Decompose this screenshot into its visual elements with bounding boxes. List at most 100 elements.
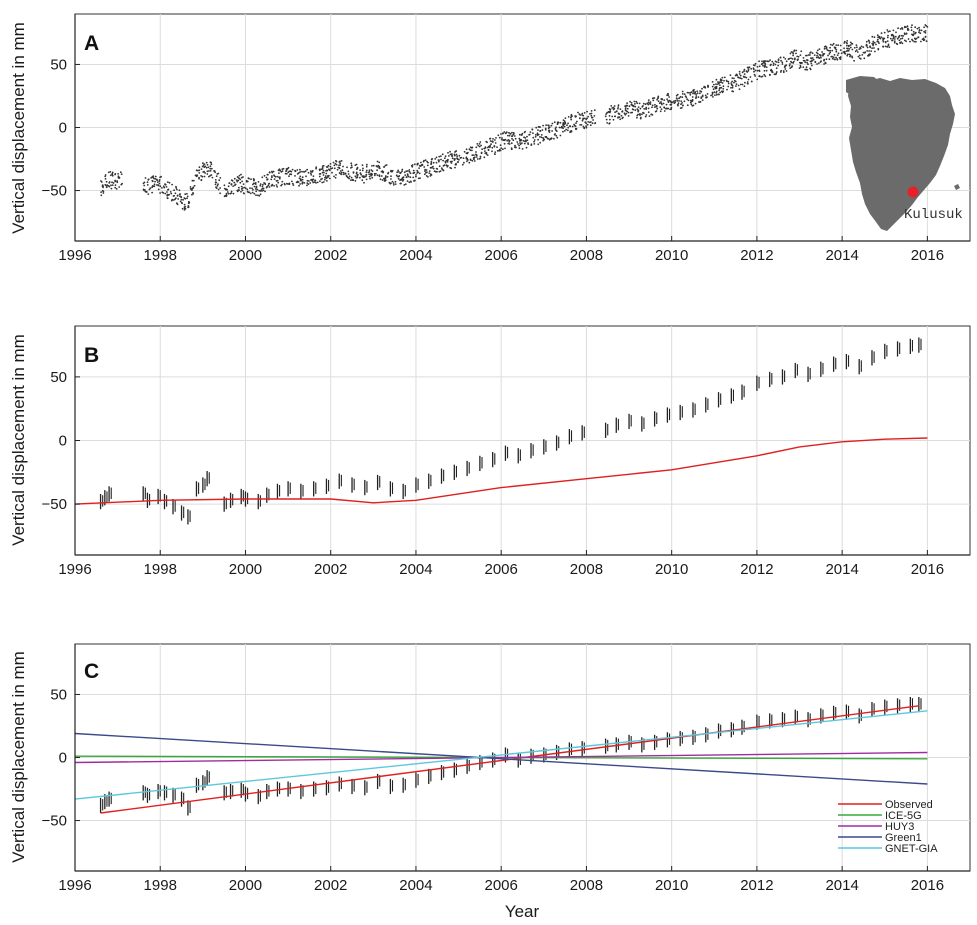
data-point [849, 46, 852, 49]
data-point [866, 50, 869, 52]
data-point [299, 175, 302, 178]
data-point [809, 68, 812, 71]
data-point [237, 189, 240, 191]
data-point [547, 127, 550, 130]
data-point [554, 133, 556, 135]
data-point [169, 191, 172, 193]
data-point [391, 169, 394, 172]
data-point [497, 134, 500, 137]
data-point [158, 182, 161, 185]
data-point [424, 159, 427, 162]
data-point [518, 147, 521, 150]
data-point [416, 169, 419, 172]
data-point [149, 187, 152, 190]
data-point [913, 37, 916, 40]
data-point [747, 78, 750, 81]
data-point [910, 26, 913, 29]
data-point [112, 182, 115, 184]
data-point [877, 40, 880, 43]
data-point [663, 106, 665, 108]
data-point [388, 181, 391, 184]
data-point [834, 46, 837, 49]
data-point [871, 42, 874, 45]
data-point [514, 144, 516, 147]
data-point [376, 160, 379, 163]
data-point [176, 188, 178, 191]
data-point [604, 115, 607, 118]
data-point [242, 192, 245, 195]
data-point [775, 72, 778, 75]
data-point [233, 181, 236, 184]
data-point [683, 100, 686, 103]
data-point [530, 144, 533, 147]
data-point [703, 85, 706, 88]
data-point [715, 94, 718, 96]
data-point [619, 108, 622, 110]
data-point [489, 137, 492, 140]
data-point [763, 60, 766, 62]
data-point [746, 81, 749, 83]
data-point [273, 185, 275, 187]
data-point [677, 102, 680, 105]
data-point [162, 192, 165, 194]
data-point [109, 170, 112, 173]
data-point [230, 192, 233, 195]
data-point [475, 154, 478, 157]
data-point [809, 54, 811, 56]
data-point [151, 185, 154, 187]
greenland-landmass [848, 78, 955, 231]
data-point [413, 171, 416, 174]
data-point [638, 102, 641, 105]
y-tick-label: 50 [50, 56, 67, 73]
data-point [218, 179, 221, 182]
data-point [700, 90, 703, 93]
data-point [789, 52, 792, 55]
data-point [740, 77, 743, 80]
data-point [313, 181, 316, 184]
data-point [397, 169, 399, 172]
data-point [899, 38, 902, 40]
data-point [824, 45, 827, 48]
data-point [268, 171, 271, 174]
data-point [660, 108, 663, 110]
data-point [321, 165, 324, 168]
data-point [478, 143, 481, 145]
data-point [215, 181, 218, 184]
data-point [277, 181, 280, 184]
data-point [849, 55, 851, 58]
data-point [432, 167, 435, 170]
data-point [184, 207, 187, 210]
data-point [665, 103, 668, 106]
data-point [758, 60, 760, 63]
data-point [181, 207, 184, 210]
data-point [832, 42, 835, 45]
data-point [918, 26, 920, 29]
data-point [403, 171, 406, 174]
data-point [617, 112, 620, 115]
data-point [855, 44, 858, 47]
data-point [642, 102, 645, 105]
data-point [114, 173, 117, 175]
data-point [415, 174, 417, 176]
data-point [734, 80, 737, 83]
data-point [508, 139, 511, 142]
data-point [668, 99, 671, 102]
data-point [206, 170, 209, 173]
data-point [514, 137, 517, 140]
data-point [223, 187, 226, 190]
data-point [200, 168, 203, 171]
data-point [593, 115, 596, 117]
data-point [146, 181, 149, 184]
data-point [271, 171, 274, 174]
data-point [574, 115, 577, 117]
data-point [682, 104, 684, 107]
data-point [823, 47, 826, 50]
data-point [911, 24, 913, 26]
data-point [562, 130, 564, 133]
data-point [223, 184, 226, 187]
data-point [419, 177, 421, 180]
data-point [627, 115, 630, 117]
x-tick-label: 2008 [570, 561, 603, 578]
data-point [396, 171, 399, 174]
data-point [438, 170, 441, 173]
